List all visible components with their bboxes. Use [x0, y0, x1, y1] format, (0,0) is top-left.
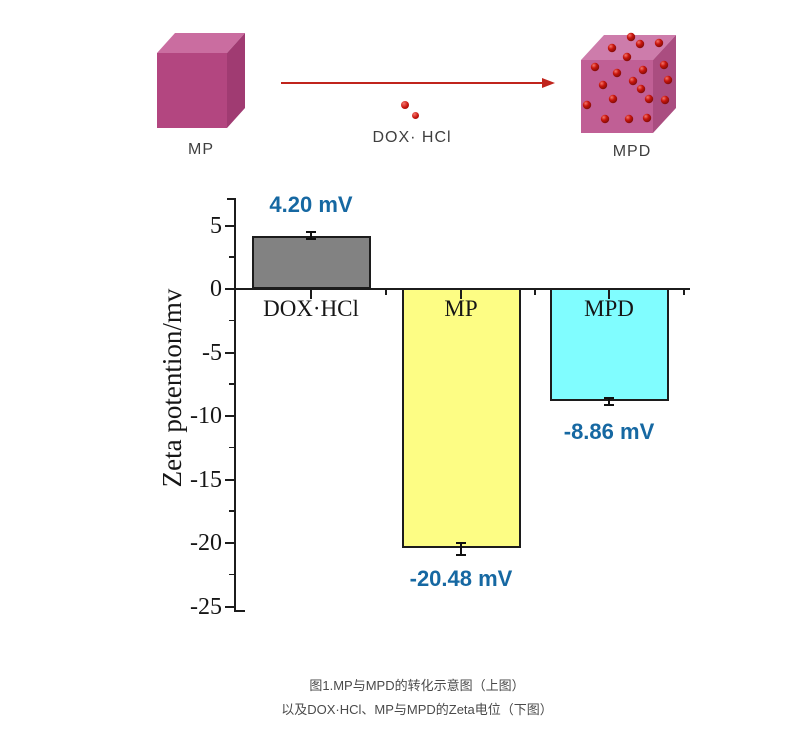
category-label-mpd: MPD	[584, 296, 634, 321]
mp-cube-top	[157, 33, 245, 53]
dox-sphere	[590, 62, 600, 72]
mpd-label: MPD	[612, 143, 652, 160]
y-minor-tick	[229, 510, 234, 512]
error-bar-cap-top	[306, 230, 316, 233]
y-tick-label-0: 0	[210, 276, 222, 302]
mpd-cube-side	[653, 35, 676, 133]
y-tick--5	[225, 351, 234, 354]
schematic: MP DOX· HCl MPD	[0, 0, 800, 180]
dox-sphere	[622, 52, 632, 62]
dox-sphere	[628, 76, 638, 86]
dox-sphere	[626, 32, 636, 42]
caption-line-2: 以及DOX·HCl、MP与MPD的Zeta电位（下图）	[281, 702, 553, 717]
x-minor-tick	[385, 290, 387, 295]
category-label-dox-hcl: DOX·HCl	[263, 296, 359, 321]
y-axis-top-cap	[227, 198, 236, 200]
dox-sphere	[654, 38, 664, 48]
dox-sphere	[663, 75, 673, 85]
dox-sphere	[607, 43, 617, 53]
reaction-arrow-head	[542, 78, 555, 88]
dox-sphere	[660, 95, 670, 105]
y-tick-5	[225, 224, 234, 227]
y-tick-0	[225, 288, 234, 290]
dox-sphere	[598, 80, 608, 90]
mp-cube-front	[157, 53, 227, 128]
x-axis-zero-line	[234, 288, 690, 290]
x-minor-tick	[683, 290, 685, 295]
dox-sphere	[644, 94, 654, 104]
dox-sphere	[642, 113, 652, 123]
y-tick-label-5: 5	[210, 212, 222, 239]
y-tick-label--10: -10	[190, 403, 222, 429]
y-tick--10	[225, 415, 234, 417]
mp-label: MP	[188, 141, 214, 158]
reaction-arrow	[281, 82, 543, 84]
y-tick-label--20: -20	[190, 530, 222, 556]
zeta-potential-chart: 5 0 -5 -10 -15 -20 -25 DOX·HCl MP MPD 4.20 mV -20.4…	[190, 191, 690, 620]
mpd-cube-top	[581, 35, 676, 60]
dox-sphere	[624, 114, 634, 124]
mpd-cube	[581, 32, 676, 133]
y-axis	[234, 198, 236, 612]
y-tick--25	[225, 605, 234, 608]
error-bar-cap-bottom	[604, 403, 614, 406]
y-tick-label--5: -5	[202, 339, 222, 366]
y-tick-label--15: -15	[190, 466, 222, 493]
category-label-mp: MP	[444, 296, 478, 321]
error-bar-cap-top	[604, 397, 614, 400]
mp-cube-side	[227, 33, 245, 128]
bar-mp	[401, 288, 521, 549]
y-minor-tick	[229, 446, 234, 449]
dox-sphere	[659, 60, 669, 70]
arrow-label: DOX· HCl	[372, 129, 452, 146]
y-minor-tick	[229, 383, 234, 385]
dox-spheres	[582, 32, 673, 124]
y-tick--15	[225, 478, 234, 481]
error-bar-stem	[608, 398, 610, 405]
y-minor-tick	[229, 319, 234, 322]
error-bar-stem	[310, 231, 312, 240]
x-tick-mpd	[608, 290, 610, 299]
dox-sphere	[582, 100, 592, 110]
y-axis-bottom-cap	[236, 610, 245, 612]
error-bar-stem	[460, 543, 462, 555]
dox-sphere	[608, 94, 618, 104]
mp-cube	[157, 33, 245, 128]
value-label-mp: -20.48 mV	[409, 566, 513, 592]
dox-sphere	[635, 39, 645, 49]
y-tick--20	[225, 542, 234, 544]
error-bar-cap-top	[456, 542, 466, 545]
dox-sphere	[600, 114, 610, 124]
error-bar-cap-bottom	[306, 238, 316, 241]
value-label-dox-hcl: 4.20 mV	[269, 191, 353, 217]
dox-sphere	[612, 68, 622, 78]
value-label-mpd: -8.86 mV	[563, 418, 655, 444]
x-tick-dox-hcl	[310, 290, 312, 299]
dox-dot-1	[401, 101, 409, 109]
x-minor-tick	[534, 290, 536, 295]
x-tick-mp	[460, 290, 462, 299]
caption-line-1: 图1.MP与MPD的转化示意图（上图）	[309, 678, 525, 693]
y-minor-tick	[229, 256, 234, 258]
y-axis-title: Zeta potention/mv	[157, 288, 187, 488]
y-tick-label--25: -25	[190, 593, 222, 620]
dox-sphere	[638, 65, 648, 75]
dox-dot-2	[412, 112, 419, 119]
error-bar-cap-bottom	[456, 553, 466, 556]
bar-dox-hcl	[251, 235, 371, 289]
dox-sphere	[636, 84, 646, 94]
y-minor-tick	[229, 573, 234, 576]
